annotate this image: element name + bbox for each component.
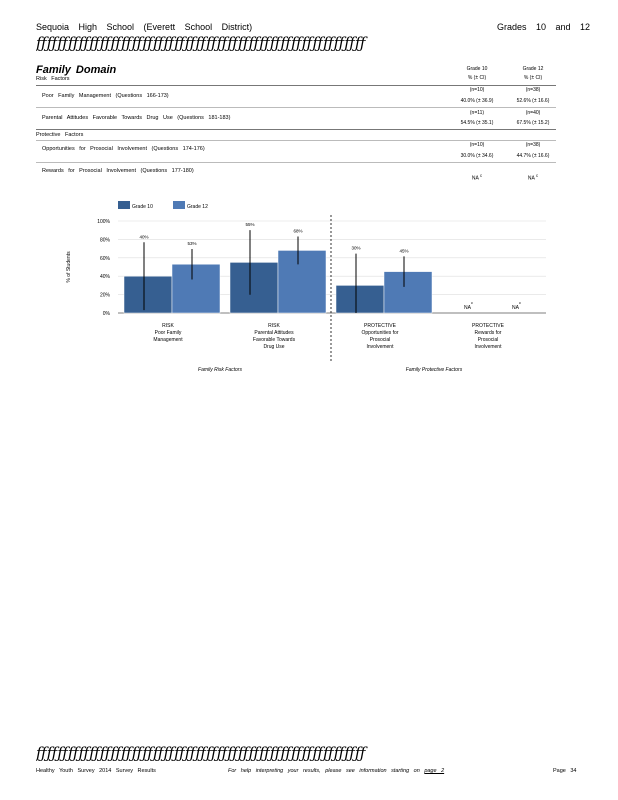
category-label: Drug Use xyxy=(263,344,284,350)
category-label: Prosocial xyxy=(478,337,499,343)
y-axis-label: % of Students xyxy=(66,251,72,283)
na-superscript: c xyxy=(519,300,521,305)
legend-swatch xyxy=(173,201,185,209)
y-tick-label: 20% xyxy=(100,293,111,299)
na-superscript: c xyxy=(471,300,473,305)
risk-factors-label: Risk Factors xyxy=(36,76,70,82)
col-head-grade12-sub: % (± CI) xyxy=(523,75,543,81)
row2-g12-n: (n=40) xyxy=(525,110,541,116)
bar xyxy=(123,275,173,314)
category-label: PROTECTIVE xyxy=(472,323,505,329)
na-label: NA xyxy=(512,305,520,311)
page-number: Page 34 xyxy=(553,768,577,774)
page-2-link[interactable]: page 2 xyxy=(424,768,445,774)
row3-g12-n: (n=38) xyxy=(525,142,541,148)
category-label: Management xyxy=(153,337,183,343)
data-label: 68% xyxy=(293,228,302,233)
category-label: Favorable Towards xyxy=(253,337,296,343)
col-head-grade10: Grade 10 xyxy=(466,66,488,72)
row1-g10-value: 40.0% (± 36.9) xyxy=(460,98,494,104)
section-title: Family Domain xyxy=(36,64,117,76)
legend-label: Grade 10 xyxy=(132,204,153,210)
row1-g12-n: (n=38) xyxy=(525,87,541,93)
category-label: Involvement xyxy=(367,344,395,350)
legend-swatch xyxy=(118,201,130,209)
category-label: Opportunities for xyxy=(362,330,399,336)
row3-g10-n: (n=10) xyxy=(469,142,485,148)
col-head-grade12: Grade 12 xyxy=(522,66,544,72)
group-label-protective: Family Protective Factors xyxy=(406,367,463,373)
bar xyxy=(383,271,433,314)
category-label: Prosocial xyxy=(370,337,391,343)
row-label-opportunities: Opportunities for Prosocial Involvement … xyxy=(42,146,205,152)
category-label: Rewards for xyxy=(475,330,502,336)
bar xyxy=(277,250,327,314)
row-label-poor-family-management: Poor Family Management (Questions 166-17… xyxy=(42,93,169,99)
na-label: NA xyxy=(464,305,472,311)
bar xyxy=(171,263,221,314)
grades-label: Grades 10 and 12 xyxy=(497,22,591,32)
y-tick-label: 80% xyxy=(100,237,111,243)
footer-help-text: For help interpreting your results, plea… xyxy=(228,768,445,774)
row4-g12-value: NA c xyxy=(527,173,539,182)
data-label: 30% xyxy=(351,246,360,251)
footer-survey-label: Healthy Youth Survey 2014 Survey Results xyxy=(36,768,156,774)
row2-g10-n: (n=11) xyxy=(469,110,485,116)
data-label: 53% xyxy=(187,241,196,246)
category-label: RISK xyxy=(162,323,174,329)
row1-g12-value: 52.6% (± 16.6) xyxy=(516,98,550,104)
header-decor-line: ƒƒƒƒƒƒƒƒƒƒƒƒƒƒƒƒƒƒƒƒƒƒƒƒƒƒƒƒƒƒƒƒƒƒƒƒƒƒƒƒ… xyxy=(36,34,366,52)
col-head-grade10-sub: % (± CI) xyxy=(467,75,487,81)
row2-g12-value: 67.5% (± 15.2) xyxy=(516,120,550,126)
row3-g10-value: 30.0% (± 34.6) xyxy=(460,153,494,159)
category-label: Poor Family xyxy=(155,330,182,336)
category-label: RISK xyxy=(268,323,280,329)
row3-g12-value: 44.7% (± 16.6) xyxy=(516,153,550,159)
row-label-rewards: Rewards for Prosocial Involvement (Quest… xyxy=(42,168,194,174)
data-label: 40% xyxy=(139,234,148,239)
row2-g10-value: 54.5% (± 35.1) xyxy=(460,120,494,126)
category-label: Parental Attitudes xyxy=(254,330,294,336)
protective-factors-label: Protective Factors xyxy=(36,132,84,138)
data-label: 55% xyxy=(245,222,254,227)
group-label-risk: Family Risk Factors xyxy=(198,367,242,373)
category-label: Involvement xyxy=(475,344,503,350)
legend-label: Grade 12 xyxy=(187,204,208,210)
bar xyxy=(335,285,385,314)
bar xyxy=(229,262,279,314)
row-label-parental-attitudes: Parental Attitudes Favorable Towards Dru… xyxy=(42,115,231,121)
y-tick-label: 40% xyxy=(100,274,111,280)
y-tick-label: 60% xyxy=(100,256,111,262)
school-name: Sequoia High School (Everett School Dist… xyxy=(36,22,253,32)
data-label: 45% xyxy=(399,248,408,253)
family-domain-chart: 100% 80% 60% 40% 20% 0% % of Students Grade 10 G… xyxy=(66,201,546,373)
row1-g10-n: (n=10) xyxy=(469,87,485,93)
category-label: PROTECTIVE xyxy=(364,323,397,329)
row4-g10-value: NA c xyxy=(471,173,483,182)
footer-decor-line: ƒƒƒƒƒƒƒƒƒƒƒƒƒƒƒƒƒƒƒƒƒƒƒƒƒƒƒƒƒƒƒƒƒƒƒƒƒƒƒƒ… xyxy=(36,744,366,762)
y-tick-label: 100% xyxy=(97,219,110,225)
y-tick-label: 0% xyxy=(103,311,111,317)
